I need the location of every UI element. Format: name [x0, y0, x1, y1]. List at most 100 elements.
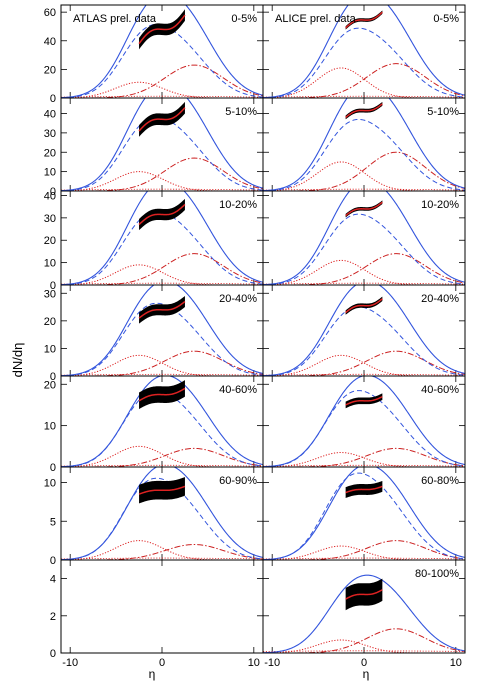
panel-4-1: 40-60% — [262, 375, 466, 468]
backward-dotted-line — [61, 171, 263, 191]
y-tick-label: 20 — [44, 64, 56, 76]
y-tick-label: 20 — [44, 235, 56, 247]
x-tick-label: 10 — [450, 657, 462, 669]
y-tick-label: 0 — [50, 93, 56, 105]
baseline-dotted-line — [263, 282, 465, 285]
total-solid-line — [61, 191, 263, 285]
baseline-dotted-line — [61, 557, 263, 560]
y-tick-label: 20 — [44, 147, 56, 159]
y-tick-label: 0 — [50, 280, 56, 292]
centrality-label: 20-40% — [219, 293, 257, 305]
dashed-blue-line — [61, 302, 263, 376]
forward-dashdot-line — [263, 628, 465, 653]
dashed-blue-line — [61, 23, 263, 98]
data-legend-label: ALICE prel. data — [275, 13, 357, 25]
forward-dashdot-line — [263, 151, 465, 191]
data-central-line — [345, 298, 383, 314]
centrality-label: 10-20% — [421, 199, 459, 211]
forward-dashdot-line — [263, 63, 465, 98]
y-tick-label: 5 — [50, 516, 56, 528]
dashed-blue-line — [263, 118, 465, 191]
x-tick-label: 10 — [248, 657, 260, 669]
baseline-dotted-line — [61, 464, 263, 467]
dashed-blue-line — [61, 210, 263, 285]
panel-curves — [61, 285, 263, 376]
total-solid-line — [263, 191, 465, 285]
x-axis-label-right: η — [363, 667, 370, 681]
centrality-label: 0-5% — [231, 13, 257, 25]
baseline-dotted-line — [263, 464, 465, 467]
data-central-line — [345, 485, 383, 494]
y-tick-label: 0 — [50, 648, 56, 660]
centrality-label: 10-20% — [219, 199, 257, 211]
centrality-label: 60-90% — [219, 475, 257, 487]
total-solid-line — [263, 376, 465, 467]
panel-frame — [262, 559, 466, 654]
dashed-blue-line — [263, 213, 465, 285]
forward-dashdot-line — [61, 157, 263, 191]
y-tick-label: 2 — [50, 611, 56, 623]
y-tick-label: 0 — [50, 186, 56, 198]
baseline-dotted-line — [263, 188, 465, 191]
y-tick-label: 10 — [44, 421, 56, 433]
centrality-label: 80-100% — [415, 568, 459, 580]
y-tick-label: 0 — [50, 371, 56, 383]
data-central-line — [138, 203, 186, 226]
forward-dashdot-line — [61, 64, 263, 98]
x-axis-label-left: η — [149, 667, 156, 681]
centrality-label: 60-80% — [421, 475, 459, 487]
forward-dashdot-line — [263, 253, 465, 285]
total-solid-line — [61, 467, 263, 560]
centrality-label: 40-60% — [219, 384, 257, 396]
x-tick-label: 0 — [159, 657, 165, 669]
panel-6-0: -10 0 10 0 2 4 — [50, 559, 264, 669]
data-central-line — [345, 103, 383, 118]
backward-dotted-line — [263, 259, 465, 285]
baseline-dotted-line — [61, 282, 263, 285]
data-legend-label: ATLAS prel. data — [73, 13, 157, 25]
panel-curves — [263, 5, 465, 98]
centrality-label: 5-10% — [225, 106, 257, 118]
forward-dashdot-line — [61, 350, 263, 376]
backward-dotted-line — [263, 67, 465, 98]
panel-3-0: 0 10 20 30 20-40% — [44, 284, 264, 383]
forward-dashdot-line — [61, 253, 263, 285]
baseline-dotted-line — [263, 557, 465, 560]
forward-dashdot-line — [263, 540, 465, 560]
total-solid-line — [263, 574, 465, 653]
y-tick-label: 20 — [44, 316, 56, 328]
y-tick-label: 60 — [44, 7, 56, 19]
baseline-dotted-line — [61, 188, 263, 191]
x-tick-label: -10 — [264, 657, 280, 669]
panel-0-0: 0 20 40 60 0-5% ATLAS prel. data — [44, 4, 264, 105]
panel-curves — [263, 376, 465, 467]
panel-curves — [263, 285, 465, 376]
y-tick-label: 40 — [44, 109, 56, 121]
data-central-line — [345, 396, 383, 406]
y-tick-label: 40 — [44, 36, 56, 48]
centrality-label: 5-10% — [427, 106, 459, 118]
backward-dotted-line — [61, 445, 263, 467]
baseline-dotted-line — [61, 95, 263, 98]
data-central-line — [138, 14, 186, 45]
backward-dotted-line — [61, 264, 263, 285]
y-tick-label: 30 — [44, 288, 56, 300]
total-solid-line — [61, 98, 263, 191]
y-tick-label: 30 — [44, 213, 56, 225]
backward-dotted-line — [61, 81, 263, 98]
total-solid-line — [263, 467, 465, 560]
y-tick-label: 0 — [50, 462, 56, 474]
centrality-label: 20-40% — [421, 293, 459, 305]
baseline-dotted-line — [263, 373, 465, 376]
backward-dotted-line — [263, 354, 465, 376]
data-central-line — [138, 485, 186, 495]
panel-curves — [61, 5, 263, 98]
panel-2-0: 0 10 20 30 40 10-20% — [44, 190, 264, 292]
panel-1-1: 5-10% — [262, 97, 466, 192]
panel-3-1: 20-40% — [262, 284, 466, 377]
y-tick-label: 10 — [44, 258, 56, 270]
baseline-dotted-line — [263, 95, 465, 98]
panel-frame — [60, 559, 264, 654]
data-central-line — [345, 201, 383, 217]
